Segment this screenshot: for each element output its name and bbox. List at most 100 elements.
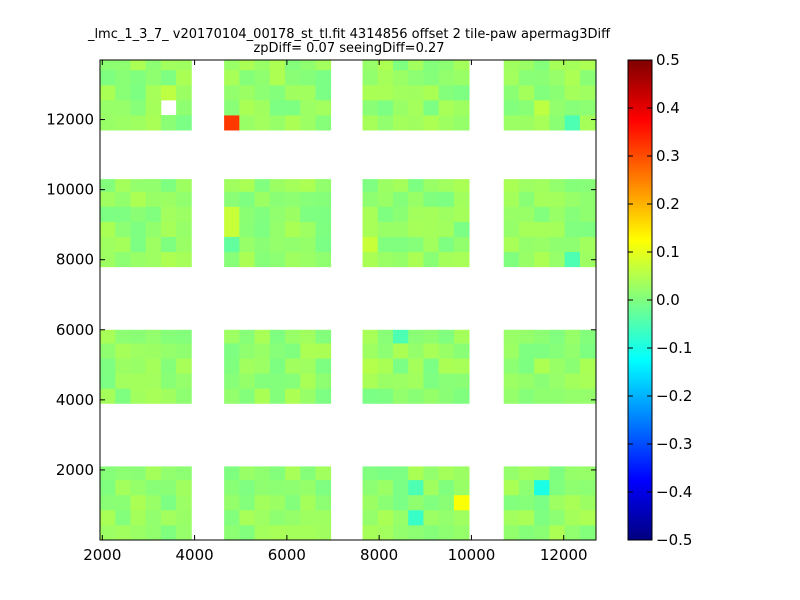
heatmap-cell — [408, 99, 424, 116]
heatmap-cell — [362, 60, 379, 71]
heatmap-cell — [315, 524, 332, 541]
heatmap-cell — [224, 524, 240, 541]
colorbar-tick-label: 0.4 — [656, 99, 680, 117]
x-tick-label: 10000 — [448, 546, 496, 564]
heatmap-cell — [176, 509, 192, 526]
heatmap-cell — [160, 509, 177, 526]
heatmap-cell — [100, 84, 116, 101]
heatmap-cell — [176, 479, 192, 496]
heatmap-cell — [100, 179, 116, 192]
heatmap-cell — [254, 236, 271, 253]
colorbar-tick-label: −0.5 — [656, 531, 692, 549]
heatmap-cell — [130, 358, 147, 374]
heatmap-cell — [549, 221, 566, 237]
heatmap-cell — [239, 69, 255, 86]
heatmap-cell — [408, 388, 424, 404]
heatmap-cell — [176, 343, 192, 359]
heatmap-cell — [549, 524, 566, 541]
heatmap-cell — [518, 60, 535, 71]
y-axis: 2000 4000 6000 8000 10000 12000 — [46, 111, 596, 479]
heatmap-cell — [176, 84, 192, 101]
heatmap-cell — [392, 236, 409, 253]
heatmap-cell — [408, 206, 424, 222]
heatmap-cell — [239, 191, 255, 207]
heatmap-cell — [453, 466, 470, 481]
heatmap-cell — [269, 388, 286, 404]
heatmap-cell — [362, 388, 379, 404]
heatmap-cell — [503, 236, 520, 253]
heatmap-cell — [145, 494, 162, 511]
heatmap-cell — [224, 343, 240, 359]
heatmap-cell — [115, 60, 131, 71]
heatmap-cell — [269, 524, 286, 541]
heatmap-cell — [392, 388, 409, 404]
heatmap-cell — [224, 329, 240, 344]
heatmap-cell — [115, 358, 131, 374]
heatmap-cell — [254, 358, 271, 374]
heatmap-cell — [392, 221, 409, 237]
heatmap-cell — [239, 84, 255, 101]
heatmap-cell — [269, 343, 286, 359]
heatmap-cell — [503, 251, 520, 268]
heatmap-cell — [503, 388, 520, 404]
heatmap-cell — [285, 236, 301, 253]
heatmap-cell — [377, 191, 394, 207]
heatmap-cell — [130, 343, 147, 359]
heatmap-cell — [362, 179, 379, 192]
heatmap-cell — [392, 466, 409, 481]
heatmap-cell — [453, 69, 470, 86]
heatmap-cell — [254, 221, 271, 237]
heatmap-cell — [160, 479, 177, 496]
heatmap-cell — [160, 494, 177, 511]
heatmap-cell — [503, 221, 520, 237]
heatmap-cell — [315, 115, 332, 131]
heatmap-cell — [534, 388, 550, 404]
heatmap-cell — [362, 206, 379, 222]
heatmap-cell — [300, 524, 316, 541]
heatmap-cell — [224, 84, 240, 101]
heatmap-cell — [408, 343, 424, 359]
heatmap-cell — [518, 69, 535, 86]
heatmap-cell — [518, 494, 535, 511]
heatmap-cell — [392, 343, 409, 359]
heatmap-cell — [549, 479, 566, 496]
heatmap-cell — [564, 388, 581, 404]
heatmap-cell — [130, 524, 147, 541]
heatmap-cell — [100, 388, 116, 404]
heatmap-cell — [534, 191, 550, 207]
colorbar-tick-label: −0.2 — [656, 387, 692, 405]
heatmap-cell — [315, 60, 332, 71]
heatmap-cell — [423, 494, 440, 511]
heatmap-cell — [224, 191, 240, 207]
heatmap-cell — [362, 84, 379, 101]
heatmap-cell — [160, 358, 177, 374]
heatmap-cell — [269, 329, 286, 344]
heatmap-cell — [377, 358, 394, 374]
heatmap-cell — [362, 343, 379, 359]
heatmap-cell — [423, 191, 440, 207]
heatmap-cell — [579, 358, 596, 374]
heatmap-cell — [130, 373, 147, 389]
heatmap-cell — [453, 373, 470, 389]
heatmap-cell — [100, 251, 116, 268]
heatmap-cell — [224, 466, 240, 481]
heatmap-cell — [564, 329, 581, 344]
heatmap-cell — [300, 388, 316, 404]
heatmap-cell — [564, 84, 581, 101]
heatmap-cell — [438, 479, 455, 496]
heatmap-cell — [362, 251, 379, 268]
heatmap-cell — [564, 358, 581, 374]
heatmap-cell — [564, 99, 581, 116]
heatmap-cell — [300, 251, 316, 268]
heatmap-cell — [549, 236, 566, 253]
heatmap-cell — [315, 329, 332, 344]
heatmap-cell — [408, 251, 424, 268]
heatmap-cell — [300, 221, 316, 237]
heatmap-cell — [130, 99, 147, 116]
heatmap-cell — [130, 179, 147, 192]
heatmap-cell — [423, 179, 440, 192]
heatmap-cell — [564, 509, 581, 526]
heatmap-cell — [115, 69, 131, 86]
heatmap-cell — [285, 358, 301, 374]
heatmap-cell — [300, 179, 316, 192]
